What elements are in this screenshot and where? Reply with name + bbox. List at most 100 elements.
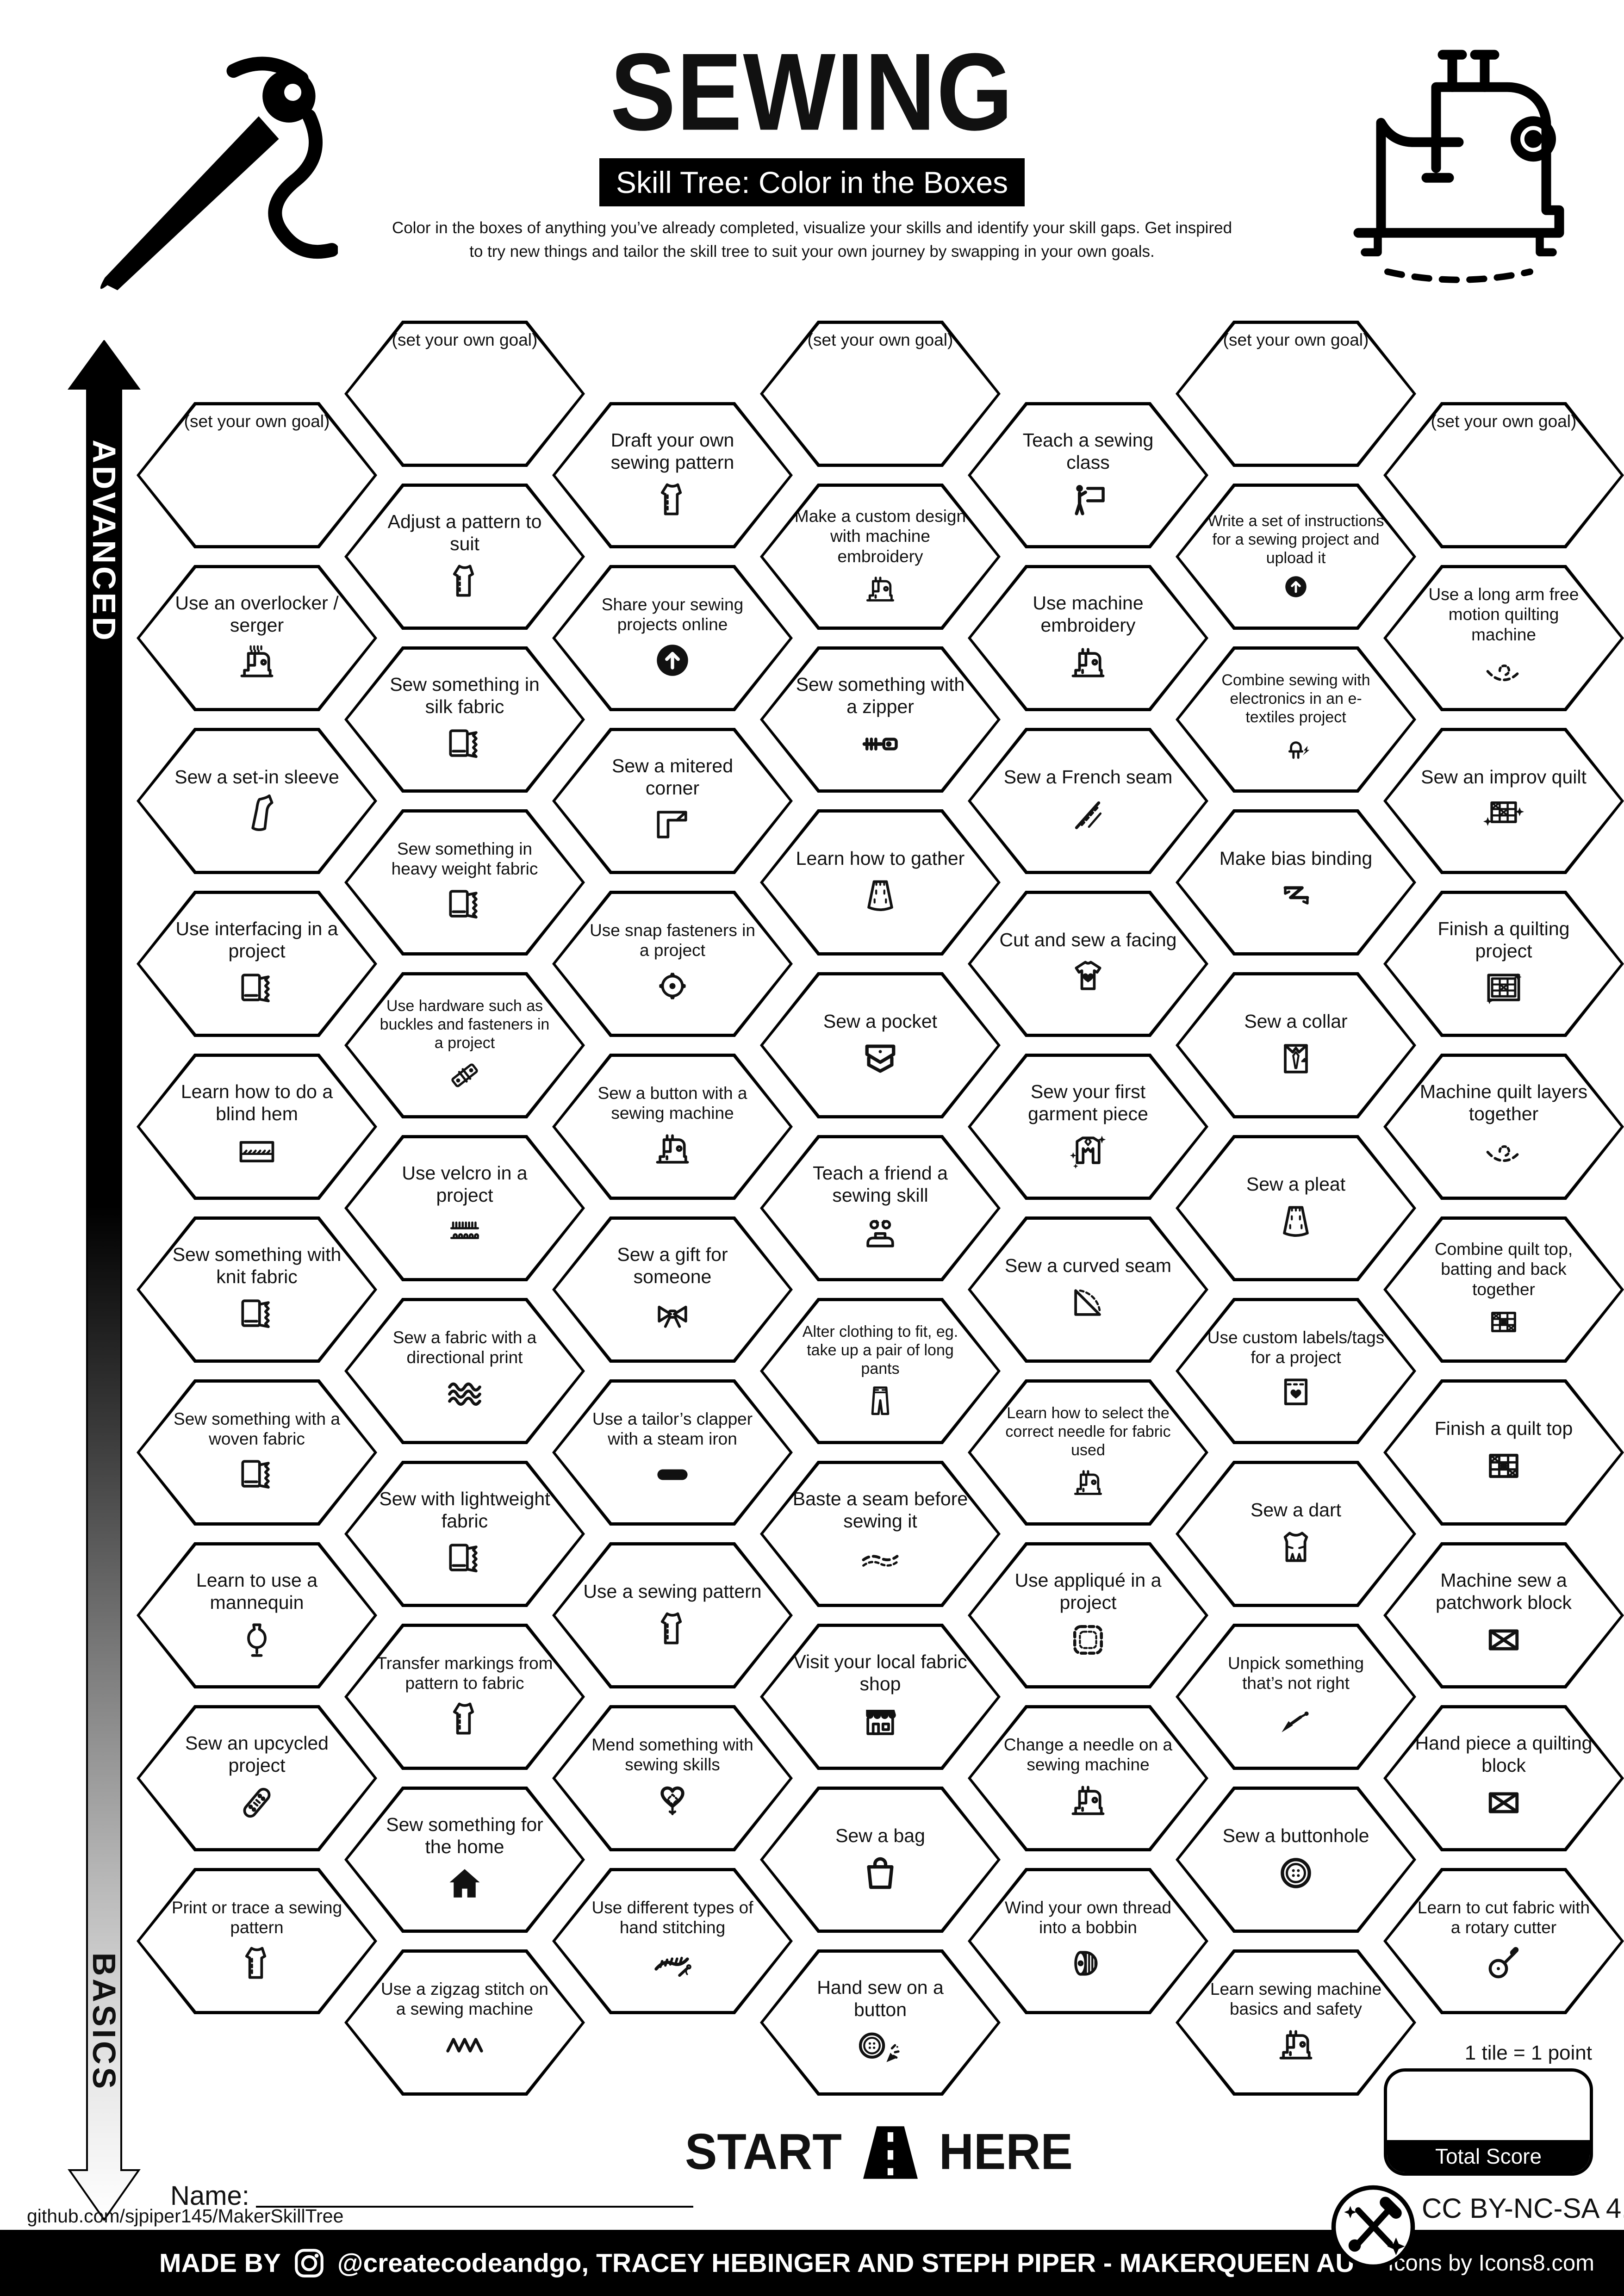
start-here: START HERE bbox=[685, 2123, 1073, 2181]
skill-label: Hand sew on a button bbox=[817, 1977, 944, 2020]
skill-hex-body: Use a sewing pattern bbox=[555, 1545, 790, 1685]
skill-hex-body: Hand sew on a button bbox=[763, 1953, 997, 2092]
skill-label: Use velcro in a project bbox=[402, 1162, 528, 1206]
skill-hex: Sew a pocket bbox=[760, 972, 1001, 1118]
skill-hex: Sew a mitered corner bbox=[552, 728, 793, 874]
skirt-icon bbox=[859, 875, 902, 917]
skill-hex-body: Make bias binding bbox=[1179, 813, 1413, 952]
skill-hex: Use machine embroidery bbox=[968, 565, 1208, 711]
skill-hex-body: Use custom labels/tags for a project bbox=[1179, 1301, 1413, 1441]
heartpatch-icon bbox=[651, 1779, 694, 1822]
snap-icon bbox=[651, 965, 694, 1007]
skill-hex-body: Use appliqué in a project bbox=[971, 1545, 1205, 1685]
skill-hex: (set your own goal) bbox=[137, 402, 377, 548]
skill-hex-body: Print or trace a sewing pattern bbox=[140, 1871, 374, 2011]
serger-icon bbox=[236, 641, 278, 684]
skill-hex-body: Sew a collar bbox=[1179, 975, 1413, 1115]
license-text: CC BY-NC-SA 4.0 bbox=[1422, 2193, 1624, 2224]
machine-icon bbox=[862, 571, 898, 607]
set-your-own-goal-label: (set your own goal) bbox=[184, 412, 330, 431]
skill-hex: Use different types of hand stitching bbox=[552, 1868, 793, 2014]
mannequin-icon bbox=[236, 1619, 278, 1661]
skill-hex: Mend something with sewing skills bbox=[552, 1705, 793, 1851]
skill-hex: Use custom labels/tags for a project bbox=[1176, 1298, 1416, 1444]
skill-hex: Use an overlocker / serger bbox=[137, 565, 377, 711]
skill-label: Use a sewing pattern bbox=[583, 1581, 762, 1602]
tape-icon bbox=[236, 1781, 278, 1824]
teacher-icon bbox=[1067, 478, 1109, 521]
skill-label: Sew something with knit fabric bbox=[172, 1244, 342, 1287]
skill-hex-body: Combine quilt top, batting and back toge… bbox=[1387, 1220, 1621, 1359]
skill-label: Sew a button with a sewing machine bbox=[597, 1083, 747, 1123]
skill-hex-body: Machine quilt layers together bbox=[1387, 1057, 1621, 1197]
name-blank-line bbox=[255, 2206, 693, 2208]
skill-hex-body: (set your own goal) bbox=[1387, 405, 1621, 545]
skill-hex: Write a set of instructions for a sewing… bbox=[1176, 484, 1416, 630]
skill-hex-body: Use snap fasteners in a project bbox=[555, 894, 790, 1034]
skill-label: Machine quilt layers together bbox=[1419, 1081, 1588, 1124]
fabric-icon bbox=[236, 1453, 278, 1496]
skill-hex-body: Hand piece a quilting block bbox=[1387, 1708, 1621, 1848]
skill-hex-body: Sew a curved seam bbox=[971, 1220, 1205, 1359]
skill-hex: Finish a quilting project bbox=[1383, 891, 1624, 1037]
skill-label: Unpick something that’s not right bbox=[1227, 1653, 1364, 1693]
skill-hex-body: Learn to cut fabric with a rotary cutter bbox=[1387, 1871, 1621, 2011]
skill-hex: Sew a gift for someone bbox=[552, 1216, 793, 1363]
skill-label: Sew a bag bbox=[835, 1825, 925, 1847]
skill-label: Use hardware such as buckles and fastene… bbox=[380, 997, 550, 1052]
description-line-2: to try new things and tailor the skill t… bbox=[469, 242, 1155, 261]
skill-label: Share your sewing projects online bbox=[601, 595, 744, 634]
tshirtheart-icon bbox=[1067, 956, 1109, 999]
skill-hex-body: Use different types of hand stitching bbox=[555, 1871, 790, 2011]
skill-label: Learn to cut fabric with a rotary cutter bbox=[1417, 1898, 1590, 1937]
total-score-box: Total Score bbox=[1384, 2068, 1593, 2176]
skill-label: Draft your own sewing pattern bbox=[610, 429, 734, 473]
skill-hex: Print or trace a sewing pattern bbox=[137, 1868, 377, 2014]
skill-hex: Combine sewing with electronics in an e-… bbox=[1176, 646, 1416, 793]
skill-hex-body: Use an overlocker / serger bbox=[140, 568, 374, 708]
bow-icon bbox=[651, 1293, 694, 1335]
pattern-icon bbox=[443, 1698, 486, 1740]
skill-label: Use appliqué in a project bbox=[1014, 1570, 1162, 1613]
machine-icon bbox=[1067, 641, 1109, 684]
skill-hex: Teach a friend a sewing skill bbox=[760, 1135, 1001, 1281]
skill-hex: Sew a dart bbox=[1176, 1461, 1416, 1607]
skill-hex: Learn how to select the correct needle f… bbox=[968, 1379, 1208, 1526]
name-field: Name: bbox=[170, 2180, 693, 2211]
set-your-own-goal-label: (set your own goal) bbox=[1431, 412, 1577, 431]
skill-label: Use machine embroidery bbox=[1033, 592, 1144, 636]
skill-hex-body: Sew with lightweight fabric bbox=[348, 1464, 582, 1604]
collar-icon bbox=[1275, 1037, 1317, 1080]
skill-label: Use a long arm free motion quilting mach… bbox=[1428, 585, 1579, 644]
skill-hex: Alter clothing to fit, eg. take up a pai… bbox=[760, 1298, 1001, 1444]
skill-hex-body: Wind your own thread into a bobbin bbox=[971, 1871, 1205, 2011]
skill-hex-body: Write a set of instructions for a sewing… bbox=[1179, 487, 1413, 627]
baste-icon bbox=[859, 1537, 902, 1580]
machine-icon bbox=[1070, 1464, 1106, 1501]
skill-hex: Baste a seam before sewing it bbox=[760, 1461, 1001, 1607]
skill-hex: Learn to cut fabric with a rotary cutter bbox=[1383, 1868, 1624, 2014]
quiltframed-icon bbox=[1482, 967, 1525, 1010]
skill-hex: Unpick something that’s not right bbox=[1176, 1624, 1416, 1770]
start-label: START bbox=[685, 2124, 842, 2180]
skill-label: Learn sewing machine basics and safety bbox=[1210, 1979, 1382, 2018]
skill-hex-body: Sew a fabric with a directional print bbox=[348, 1301, 582, 1441]
description-line-1: Color in the boxes of anything you’ve al… bbox=[392, 219, 1232, 237]
skill-label: Write a set of instructions for a sewing… bbox=[1207, 512, 1384, 567]
quilt-icon bbox=[1486, 1304, 1522, 1340]
applique-icon bbox=[1067, 1619, 1109, 1661]
skill-hex-body: Sew something with a woven fabric bbox=[140, 1383, 374, 1522]
skill-hex: Sew a button with a sewing machine bbox=[552, 1054, 793, 1200]
skill-hex: Sew something with a woven fabric bbox=[137, 1379, 377, 1526]
skill-label: Sew a dart bbox=[1251, 1499, 1341, 1521]
skill-hex-body: Use a long arm free motion quilting mach… bbox=[1387, 568, 1621, 708]
skill-label: Hand piece a quilting block bbox=[1415, 1732, 1593, 1776]
blindhem-icon bbox=[236, 1130, 278, 1173]
ripper-icon bbox=[1275, 1698, 1317, 1740]
instagram-icon bbox=[295, 2248, 324, 2277]
pocket-icon bbox=[859, 1037, 902, 1080]
skill-label: Sew a buttonhole bbox=[1222, 1825, 1369, 1847]
skill-label: Teach a sewing class bbox=[1022, 429, 1154, 473]
skill-label: Sew something with a zipper bbox=[796, 674, 965, 717]
skill-label: Combine sewing with electronics in an e-… bbox=[1221, 671, 1370, 726]
